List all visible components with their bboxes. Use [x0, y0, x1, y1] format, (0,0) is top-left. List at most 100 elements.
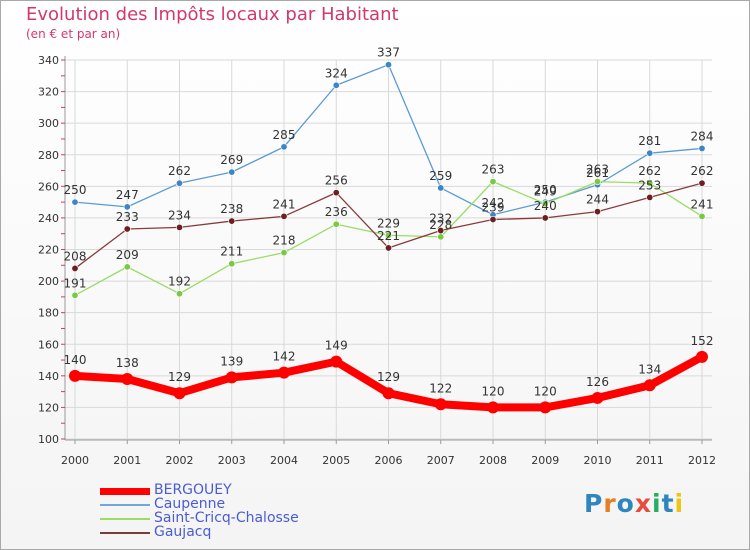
data-label-bergouey: 138	[116, 356, 139, 370]
x-tick-label: 2004	[270, 454, 298, 467]
line-chart: 100 120 140 160 180 200 220 240 260 280 300 320 340 2…	[38, 46, 716, 467]
data-label-caupenne: 262	[168, 164, 191, 178]
data-label-caupenne: 242	[482, 196, 505, 210]
data-point-caupenne	[228, 168, 236, 176]
data-point-gaujacq	[541, 214, 549, 222]
data-point-saint-cricq-chalosse	[228, 260, 236, 268]
data-label-saint-cricq-chalosse: 218	[273, 234, 296, 248]
data-label-saint-cricq-chalosse: 236	[325, 205, 348, 219]
data-point-gaujacq	[437, 227, 445, 235]
data-point-gaujacq	[646, 193, 654, 201]
data-label-saint-cricq-chalosse: 262	[638, 164, 661, 178]
data-label-gaujacq: 221	[377, 229, 400, 243]
data-label-bergouey: 142	[273, 350, 296, 364]
logo-letter: o	[616, 489, 635, 518]
data-label-saint-cricq-chalosse: 229	[377, 216, 400, 230]
data-point-bergouey	[643, 379, 656, 392]
y-tick-label: 180	[38, 307, 59, 320]
data-point-gaujacq	[280, 212, 288, 220]
data-label-bergouey: 126	[586, 375, 609, 389]
data-label-saint-cricq-chalosse: 191	[64, 276, 87, 290]
data-point-caupenne	[123, 203, 131, 211]
data-point-gaujacq	[489, 215, 497, 223]
data-label-caupenne: 259	[429, 169, 452, 183]
data-label-caupenne: 285	[273, 128, 296, 142]
x-tick-label: 2009	[531, 454, 559, 467]
data-point-bergouey	[121, 372, 134, 385]
logo-letter: i	[652, 489, 662, 518]
data-label-bergouey: 139	[220, 354, 243, 368]
data-point-saint-cricq-chalosse	[280, 249, 288, 257]
data-label-saint-cricq-chalosse: 263	[482, 163, 505, 177]
data-label-caupenne: 324	[325, 66, 348, 80]
data-label-bergouey: 149	[325, 339, 348, 353]
data-label-bergouey: 120	[534, 384, 557, 398]
data-label-bergouey: 122	[429, 381, 452, 395]
legend-swatch-gaujacq	[100, 532, 150, 534]
data-point-caupenne	[646, 149, 654, 157]
data-point-bergouey	[434, 398, 447, 411]
data-label-gaujacq: 233	[116, 210, 139, 224]
data-label-saint-cricq-chalosse: 241	[691, 197, 714, 211]
data-point-bergouey	[225, 371, 238, 384]
y-tick-label: 240	[38, 212, 59, 225]
data-label-gaujacq: 208	[64, 249, 87, 263]
data-point-saint-cricq-chalosse	[71, 291, 79, 299]
data-point-bergouey	[591, 391, 604, 404]
x-tick-label: 2008	[479, 454, 507, 467]
data-label-caupenne: 269	[220, 153, 243, 167]
legend-label-caupenne: Caupenne	[154, 496, 226, 512]
data-point-saint-cricq-chalosse	[176, 290, 184, 298]
data-label-caupenne: 250	[64, 183, 87, 197]
data-point-saint-cricq-chalosse	[123, 263, 131, 271]
legend-swatch-bergouey	[100, 488, 150, 495]
x-tick-label: 2005	[322, 454, 350, 467]
data-label-gaujacq: 239	[482, 200, 505, 214]
data-point-bergouey	[278, 366, 290, 379]
data-point-gaujacq	[384, 244, 392, 252]
data-label-saint-cricq-chalosse: 263	[586, 163, 609, 177]
y-tick-label: 300	[38, 117, 59, 130]
data-point-saint-cricq-chalosse	[489, 178, 497, 186]
data-label-saint-cricq-chalosse: 209	[116, 248, 139, 262]
data-point-gaujacq	[71, 264, 79, 272]
y-tick-label: 260	[38, 180, 59, 193]
x-tick-label: 2000	[61, 454, 89, 467]
data-label-bergouey: 134	[638, 362, 661, 376]
x-tick-label: 2007	[427, 454, 455, 467]
data-label-gaujacq: 244	[586, 193, 609, 207]
legend-swatch-saint-cricq-chalosse	[100, 518, 150, 520]
y-tick-label: 100	[38, 433, 59, 446]
chart-subtitle: (en € et par an)	[26, 27, 121, 41]
data-point-saint-cricq-chalosse	[332, 220, 340, 228]
y-tick-label: 340	[38, 54, 59, 67]
legend-label-saint-cricq-chalosse: Saint-Cricq-Chalosse	[154, 510, 299, 526]
data-label-saint-cricq-chalosse: 228	[429, 218, 452, 232]
x-tick-label: 2001	[113, 454, 141, 467]
x-tick-label: 2006	[375, 454, 403, 467]
logo-letter: P	[584, 489, 604, 518]
data-label-gaujacq: 232	[429, 212, 452, 226]
data-point-gaujacq	[228, 217, 236, 225]
data-label-bergouey: 140	[64, 353, 87, 367]
data-label-saint-cricq-chalosse: 211	[220, 245, 243, 259]
data-label-gaujacq: 262	[691, 164, 714, 178]
data-label-bergouey: 129	[168, 370, 191, 384]
data-point-bergouey	[382, 387, 395, 400]
data-point-gaujacq	[123, 225, 131, 233]
data-label-caupenne: 281	[638, 134, 661, 148]
data-label-caupenne: 247	[116, 188, 139, 202]
logo-letter: t	[661, 489, 675, 518]
data-point-gaujacq	[593, 208, 601, 216]
x-tick-label: 2002	[166, 454, 194, 467]
y-tick-label: 220	[38, 244, 59, 257]
x-tick-label: 2011	[636, 454, 664, 467]
proxiti-logo: Proxiti	[584, 489, 684, 518]
data-point-saint-cricq-chalosse	[593, 178, 601, 186]
data-point-saint-cricq-chalosse	[541, 200, 549, 208]
data-point-caupenne	[176, 179, 184, 187]
data-label-bergouey: 120	[482, 384, 505, 398]
legend-label-bergouey: BERGOUEY	[154, 482, 232, 498]
data-point-caupenne	[698, 144, 706, 152]
data-point-saint-cricq-chalosse	[384, 231, 392, 239]
